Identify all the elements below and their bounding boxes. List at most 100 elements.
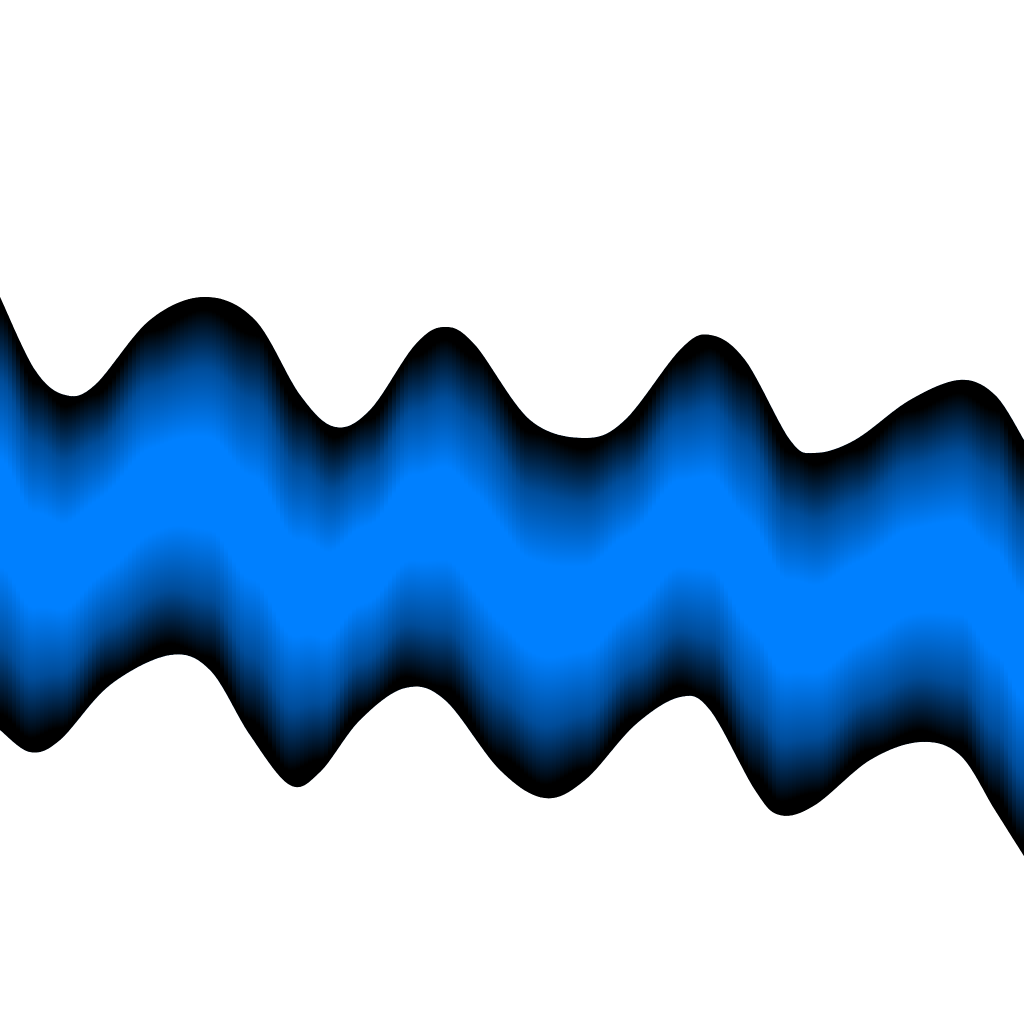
ribbon-shade-slice (24, 318, 29, 791)
ribbon-shade-slice (200, 297, 205, 709)
ribbon-shade-slice (864, 395, 869, 801)
ribbon-shade-slice (400, 318, 405, 729)
ribbon-shade-slice (132, 297, 137, 715)
ribbon-shade-slice (904, 360, 909, 786)
ribbon-shade-slice (1016, 395, 1021, 856)
ribbon-shade-slice (524, 378, 529, 828)
ribbon-shade-slice (760, 345, 765, 835)
ribbon-shade-slice (636, 370, 641, 765)
ribbon-shade-slice (348, 380, 353, 769)
ribbon-shade-slice (764, 356, 769, 841)
ribbon-shade-slice (180, 297, 185, 699)
ribbon-shade-slice (500, 341, 505, 811)
ribbon-shade-slice (1000, 361, 1005, 856)
ribbon-shade-slice (956, 340, 961, 795)
ribbon-shade-slice (920, 357, 925, 783)
ribbon-shade-slice (888, 372, 893, 794)
ribbon-shade-slice (388, 342, 393, 737)
ribbon-shade-slice (356, 374, 361, 761)
ribbon-shade-slice (1004, 369, 1009, 856)
ribbon-shade-slice (152, 297, 157, 701)
ribbon-shade-slice (0, 297, 5, 771)
ribbon-shade-slice (204, 297, 209, 710)
ribbon-shade-slice (856, 399, 861, 806)
ribbon-shade-slice (672, 312, 677, 739)
ribbon-shade-slice (584, 397, 589, 820)
ribbon-shade-slice (684, 308, 689, 739)
ribbon-shade-slice (688, 306, 693, 741)
ribbon-shade-slice (208, 297, 213, 710)
ribbon-shade-slice (432, 297, 437, 738)
ribbon-shade-slice (812, 412, 817, 846)
ribbon-shade-slice (472, 304, 477, 778)
ribbon-shade-slice (128, 299, 133, 718)
ribbon-shade-slice (560, 391, 565, 832)
ribbon-shade-slice (244, 297, 249, 774)
ribbon-shade-slice (816, 412, 821, 845)
ribbon-shade-slice (452, 297, 457, 746)
ribbon-shade-slice (288, 345, 293, 825)
ribbon-shade-slice (232, 297, 237, 753)
ribbon-shade-slice (32, 329, 37, 792)
ribbon-shade-slice (156, 297, 161, 699)
ribbon-shade-slice (556, 389, 561, 834)
ribbon-shade-slice (468, 303, 473, 771)
ribbon-shade-slice (96, 344, 101, 733)
ribbon-shade-slice (404, 311, 409, 729)
ribbon-shade-slice (40, 333, 45, 788)
ribbon-shade-slice (808, 411, 813, 846)
ribbon-shade-slice (320, 377, 325, 812)
ribbon-shade-slice (592, 395, 597, 816)
ribbon-shade-slice (496, 333, 501, 810)
ribbon-shade-slice (444, 297, 449, 741)
ribbon-shade-slice (968, 342, 973, 806)
ribbon-shade-slice (548, 385, 553, 838)
ribbon-shade-slice (544, 383, 549, 838)
ribbon-shade-slice (520, 375, 525, 824)
ribbon-shade-slice (536, 381, 541, 837)
ribbon-shade-slice (740, 319, 745, 814)
ribbon-shade-slice (732, 314, 737, 794)
ribbon-shade-slice (8, 297, 13, 776)
ribbon-shade-slice (652, 342, 657, 755)
ribbon-shade-slice (824, 410, 829, 841)
ribbon-shade-slice (612, 383, 617, 786)
ribbon-shade-slice (564, 393, 569, 829)
ribbon-shade-slice (76, 350, 81, 764)
ribbon-shade-slice (916, 358, 921, 783)
ribbon-shade-slice (788, 400, 793, 854)
ribbon-shade-slice (576, 397, 581, 822)
ribbon-shade-slice (332, 386, 337, 798)
ribbon-shade-slice (712, 297, 717, 752)
ribbon-shade-slice (36, 330, 41, 790)
ribbon-shade-slice (192, 297, 197, 705)
ribbon-shade-slice (148, 297, 153, 703)
ribbon-shade-slice (12, 297, 17, 780)
ribbon-shade-slice (160, 297, 165, 697)
ribbon-shade-slice (300, 355, 305, 821)
ribbon-shade-slice (552, 387, 557, 836)
ribbon-shade-slice (248, 297, 253, 775)
ribbon-shade-slice (848, 400, 853, 814)
ribbon-shade-slice (948, 342, 953, 793)
ribbon-shade-slice (960, 340, 965, 796)
ribbon-shade-slice (116, 320, 121, 724)
ribbon-shade-slice (100, 342, 105, 729)
ribbon-shade-slice (796, 403, 801, 850)
ribbon-shade-slice (884, 376, 889, 796)
ribbon-shade-slice (508, 357, 513, 814)
ribbon-shade-slice (460, 297, 465, 756)
ribbon-shade-slice (272, 308, 277, 808)
ribbon-shade-slice (604, 388, 609, 800)
ribbon-shade-slice (648, 349, 653, 758)
ribbon-shade-slice (228, 297, 233, 743)
ribbon-shade-slice (984, 352, 989, 841)
ribbon-shade-slice (52, 347, 57, 782)
ribbon-shade-slice (772, 376, 777, 852)
ribbon-shade-slice (80, 349, 85, 758)
ribbon-shade-slice (104, 338, 109, 726)
ribbon-shade-slice (48, 342, 53, 784)
ribbon-shade-slice (340, 385, 345, 783)
ribbon-shade-slice (872, 388, 877, 800)
